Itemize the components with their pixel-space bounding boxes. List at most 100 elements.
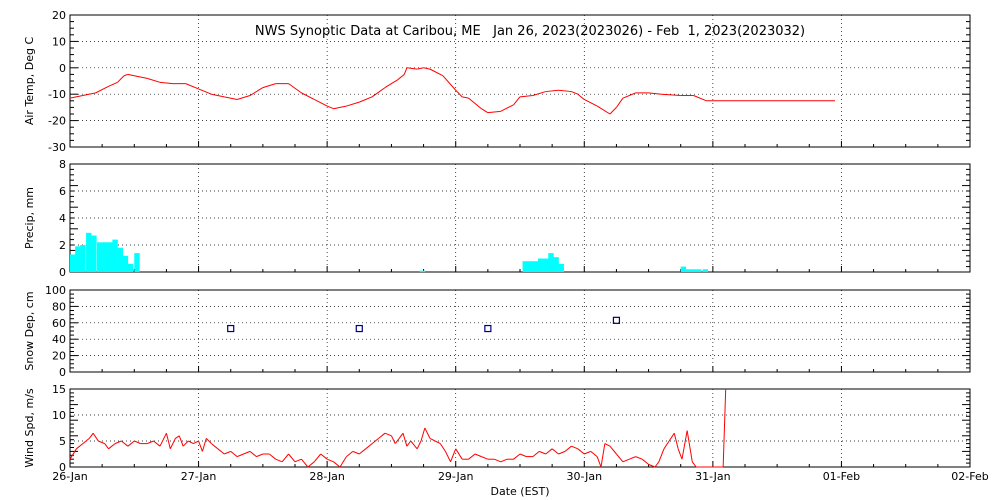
wind-speed-segment bbox=[648, 463, 656, 468]
wind-speed-segment bbox=[288, 453, 296, 463]
y-tick-label: 40 bbox=[52, 333, 66, 346]
x-tick-label: 29-Jan bbox=[438, 470, 474, 483]
x-axis-label: Date (EST) bbox=[490, 485, 549, 498]
chart-title: NWS Synoptic Data at Caribou, ME Jan 26,… bbox=[255, 24, 805, 39]
wind-speed-segment bbox=[691, 461, 697, 468]
precip-bar bbox=[522, 261, 528, 272]
air-temp-segment bbox=[577, 93, 585, 100]
wind-speed-segment bbox=[193, 440, 199, 445]
wind-speed-segment bbox=[596, 456, 602, 468]
y-tick-label: -10 bbox=[48, 88, 66, 101]
wind-speed-segment bbox=[339, 456, 347, 468]
wind-speed-segment bbox=[201, 438, 207, 452]
precip-bar bbox=[112, 239, 118, 272]
precip-bar bbox=[685, 269, 692, 272]
x-tick-label: 31-Jan bbox=[695, 470, 731, 483]
precip-bar bbox=[75, 246, 81, 272]
wind-speed-segment bbox=[609, 445, 617, 455]
air-temp-segment bbox=[609, 107, 617, 115]
precip-bar bbox=[117, 247, 123, 272]
wind-speed-segment bbox=[420, 427, 426, 442]
y-tick-label: 80 bbox=[52, 300, 66, 313]
air-temp-segment bbox=[545, 89, 559, 93]
y-tick-label: 0 bbox=[59, 461, 66, 474]
air-temp-segment bbox=[134, 75, 148, 79]
air-temp-segment bbox=[417, 67, 424, 70]
air-temp-segment bbox=[403, 67, 408, 75]
air-temp-segment bbox=[224, 96, 238, 100]
air-temp-segment bbox=[455, 89, 463, 98]
wind-speed-segment bbox=[416, 440, 422, 450]
air-temp-segment bbox=[288, 83, 302, 94]
precip-bar bbox=[548, 253, 554, 272]
air-temp-segment bbox=[648, 92, 662, 95]
air-temp-segment bbox=[117, 75, 125, 83]
air-temp-segment bbox=[487, 110, 501, 114]
precip-bar bbox=[107, 242, 113, 272]
wind-speed-segment bbox=[224, 450, 231, 455]
x-tick-labels: 26-Jan 27-Jan 28-Jan 29-Jan 30-Jan 31-Jan 01-F… bbox=[52, 470, 989, 483]
x-tick-label: 02-Feb bbox=[951, 470, 988, 483]
precip-bar bbox=[80, 245, 86, 272]
precip-bar bbox=[127, 263, 134, 272]
wind-speed-segment bbox=[307, 461, 315, 468]
air-temp-segment bbox=[423, 67, 431, 70]
air-temp-segment bbox=[146, 77, 161, 83]
air-temp-segment bbox=[661, 93, 681, 97]
wind-speed-segment bbox=[320, 453, 328, 460]
y-tick-label: -20 bbox=[48, 115, 66, 128]
y-tick-label: 0 bbox=[59, 366, 66, 379]
y-tick-label: 15 bbox=[52, 383, 66, 396]
wind-speed-segment bbox=[545, 448, 553, 455]
air-temp-segment bbox=[571, 91, 579, 95]
air-temp-segment bbox=[159, 81, 173, 85]
wind-speed-segment bbox=[635, 456, 643, 460]
wind-speed-segment bbox=[249, 451, 257, 457]
precip-bar bbox=[97, 242, 103, 272]
wind-speed-segment bbox=[104, 443, 109, 450]
air-temp-panel: 20 10 0 -10 -20 -30 Air Temp, Deg C bbox=[23, 9, 971, 154]
y-axis-label: Wind Spd, m/s bbox=[23, 388, 36, 468]
wind-speed-segment bbox=[616, 453, 624, 463]
air-temp-segment bbox=[198, 88, 212, 95]
x-tick-label: 28-Jan bbox=[309, 470, 345, 483]
wind-speed-segment bbox=[604, 443, 611, 447]
air-temp-segment bbox=[481, 108, 489, 114]
wind-speed-segment bbox=[564, 445, 572, 452]
air-temp-segment bbox=[333, 106, 341, 110]
wind-speed-segment bbox=[398, 432, 404, 439]
air-temp-segment bbox=[406, 67, 418, 70]
air-temp-segment bbox=[384, 79, 399, 89]
snow-depth-panel: 100 80 60 40 20 0 Snow Dep, cm bbox=[23, 284, 971, 379]
air-temp-segment bbox=[82, 92, 96, 97]
wind-speed-segment bbox=[551, 448, 559, 455]
y-tick-label: 5 bbox=[59, 435, 66, 448]
wind-speed-segment bbox=[159, 432, 167, 447]
precip-bar bbox=[553, 257, 559, 272]
wind-speed-segment bbox=[722, 388, 727, 468]
y-tick-label: 8 bbox=[59, 158, 66, 171]
wind-speed-segment bbox=[384, 432, 392, 437]
wind-speed-segment bbox=[211, 443, 219, 450]
wind-speed-segment bbox=[326, 458, 334, 463]
wind-speed-segment bbox=[153, 440, 161, 447]
wind-speed-segment bbox=[92, 432, 99, 442]
wind-speed-segment bbox=[424, 427, 431, 439]
wind-speed-segment bbox=[76, 443, 84, 450]
wind-speed-segment bbox=[390, 435, 396, 444]
wind-speed-segment bbox=[313, 453, 322, 463]
wind-speed-segment bbox=[402, 433, 408, 447]
y-axis-label: Precip, mm bbox=[23, 187, 36, 249]
y-tick-label: 6 bbox=[59, 185, 66, 198]
snow-depth-point bbox=[355, 324, 363, 333]
wind-speed-segment bbox=[175, 435, 180, 439]
air-temp-segment bbox=[346, 101, 360, 107]
y-tick-label: 4 bbox=[59, 212, 66, 225]
x-tick-label: 27-Jan bbox=[181, 470, 217, 483]
wind-speed-segment bbox=[88, 432, 94, 439]
wind-speed-segment bbox=[394, 438, 400, 444]
air-temp-segment bbox=[185, 83, 199, 90]
precip-bar bbox=[558, 263, 564, 272]
air-temp-segment bbox=[301, 92, 315, 100]
wind-speed-segment bbox=[230, 451, 238, 457]
